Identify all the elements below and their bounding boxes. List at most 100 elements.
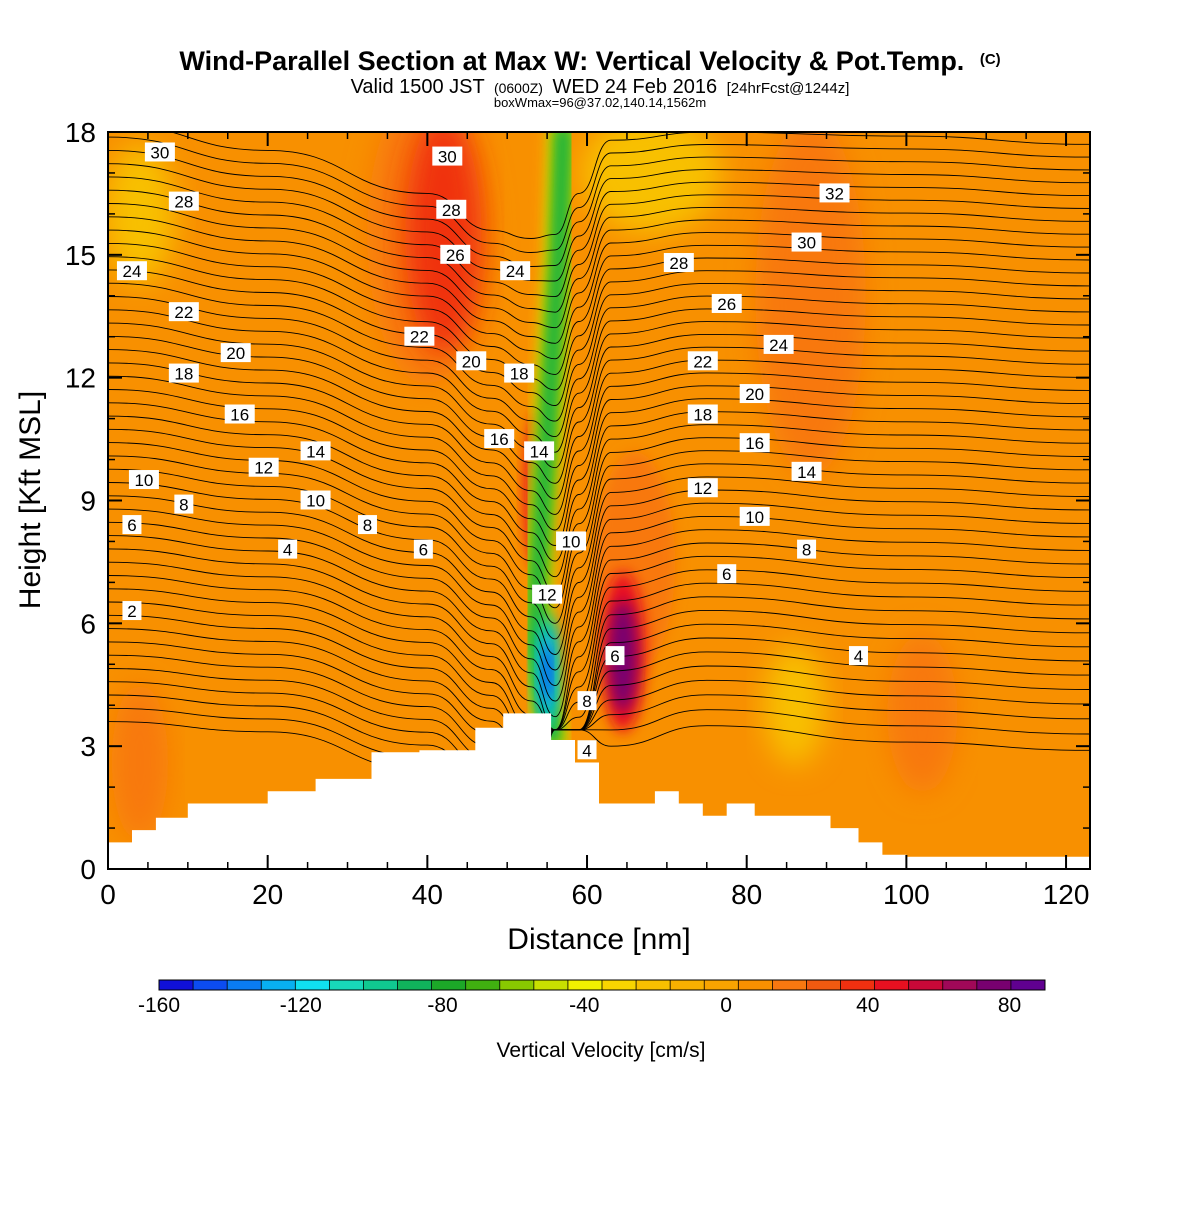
theta-contour-line <box>108 398 1090 562</box>
colorbar-swatch <box>533 980 569 990</box>
theta-label-text: 24 <box>122 262 141 281</box>
theta-label: 14 <box>300 441 331 461</box>
theta-label-bg <box>456 351 487 371</box>
theta-label-text: 18 <box>174 365 193 384</box>
theta-label: 12 <box>532 584 563 605</box>
colorbar-swatch <box>363 980 399 990</box>
theta-label-bg <box>819 183 850 203</box>
theta-label-bg <box>168 191 199 211</box>
colorbar-swatch <box>772 980 807 990</box>
theta-label: 26 <box>711 293 742 314</box>
colorbar-swatch <box>261 980 296 990</box>
colorbar-tick-label: 40 <box>856 994 879 1017</box>
y-tick-label: 18 <box>65 117 96 148</box>
theta-label-bg <box>432 146 463 166</box>
theta-label: 6 <box>605 646 625 666</box>
theta-labels: 30 28 24 22 20 18 16 14 12 10 10 8 8 6 6 4 2 30 28 26 24 22 20… <box>116 142 868 760</box>
theta-label: 22 <box>404 326 435 347</box>
theta-label: 24 <box>116 261 147 281</box>
theta-label-text: 32 <box>825 184 844 203</box>
theta-label-text: 28 <box>174 193 193 212</box>
theta-label-bg <box>687 351 718 371</box>
colorbar-frame <box>158 979 1046 991</box>
theta-label-bg <box>168 302 199 322</box>
x-tick-label: 120 <box>1043 879 1090 910</box>
valid-fcst: [24hrFcst@1244z] <box>727 80 850 97</box>
theta-label-text: 20 <box>226 344 245 363</box>
theta-label-text: 12 <box>538 586 557 605</box>
field-blob-upper-right-orange <box>755 132 866 476</box>
field-blob-upper-left-core <box>405 132 482 355</box>
theta-label-bg <box>220 343 251 363</box>
theta-label-text: 20 <box>745 385 764 404</box>
theta-label: 16 <box>484 429 515 449</box>
theta-contour-line <box>108 542 1090 731</box>
colorbar-swatch <box>329 980 364 990</box>
colorbar-swatch <box>874 980 910 990</box>
theta-label-bg <box>278 539 298 559</box>
colorbar-tick-label: -160 <box>138 994 180 1017</box>
theta-label-text: 2 <box>127 602 136 621</box>
theta-label-bg <box>248 457 279 477</box>
x-tick-label: 40 <box>412 879 443 910</box>
theta-label-text: 30 <box>797 234 816 253</box>
theta-label: 28 <box>663 253 694 273</box>
theta-label-bg <box>687 404 718 424</box>
theta-label-bg <box>122 601 142 621</box>
field-blob-lower-yellow <box>764 645 825 766</box>
theta-label-text: 4 <box>854 647 863 666</box>
theta-contour-line <box>108 321 1090 469</box>
theta-label: 22 <box>168 302 199 322</box>
theta-contour-line <box>108 242 1090 375</box>
theta-label-bg <box>224 404 255 424</box>
theta-label-bg <box>739 506 770 526</box>
theta-label: 10 <box>300 490 331 511</box>
y-tick-label: 15 <box>65 240 96 271</box>
theta-contour-line <box>108 529 1090 718</box>
colorbar-tick-label: -40 <box>569 994 599 1017</box>
theta-label-bg <box>791 461 822 481</box>
y-tick-label: 9 <box>80 486 96 517</box>
theta-contour-line <box>108 333 1090 484</box>
velocity-field <box>108 132 1090 869</box>
theta-label: 12 <box>687 478 718 498</box>
valid-date: WED 24 Feb 2016 <box>553 76 718 98</box>
y-axis-label: Height [Kft MSL] <box>14 391 47 609</box>
colorbar-swatch <box>465 980 501 990</box>
theta-label-bg <box>357 515 377 535</box>
field-blob-top-yellow <box>580 132 721 233</box>
theta-label-bg <box>436 199 467 219</box>
theta-contour-line <box>108 515 1090 702</box>
theta-label-bg <box>174 494 194 514</box>
theta-label: 30 <box>432 146 463 167</box>
theta-label: 18 <box>168 363 199 384</box>
theta-label-text: 12 <box>693 479 712 498</box>
theta-label-bg <box>122 515 142 535</box>
colorbar-swatch <box>602 980 637 990</box>
theta-contour-line <box>108 229 1090 360</box>
colorbar-label: Vertical Velocity [cm/s] <box>497 1039 706 1062</box>
theta-contour-line <box>108 136 1090 253</box>
theta-contour-line <box>108 489 1090 671</box>
theta-label: 4 <box>577 740 597 760</box>
theta-label-text: 4 <box>582 741 591 760</box>
theta-label-bg <box>556 531 587 551</box>
theta-label: 10 <box>128 470 159 490</box>
theta-contour-line <box>108 163 1090 282</box>
field-blob-lower-left-orange <box>111 682 168 843</box>
x-tick-label: 20 <box>252 879 283 910</box>
colorbar-swatch <box>738 980 773 990</box>
valid-utc: (0600Z) <box>494 80 543 96</box>
theta-contour-line <box>108 463 1090 640</box>
theta-label-text: 12 <box>254 459 273 478</box>
field-blob-left-mid <box>297 583 334 664</box>
theta-label-bg <box>848 646 868 666</box>
theta-label: 24 <box>763 334 794 355</box>
theta-label-bg <box>717 564 737 584</box>
terrain-mask <box>108 713 1090 869</box>
plot-area: 30 28 24 22 20 18 16 14 12 10 10 8 8 6 6 4 2 30 28 26 24 22 20… <box>108 132 1090 869</box>
theta-label: 8 <box>357 515 377 535</box>
theta-label-text: 6 <box>127 516 136 535</box>
theta-contour-line <box>108 346 1090 500</box>
